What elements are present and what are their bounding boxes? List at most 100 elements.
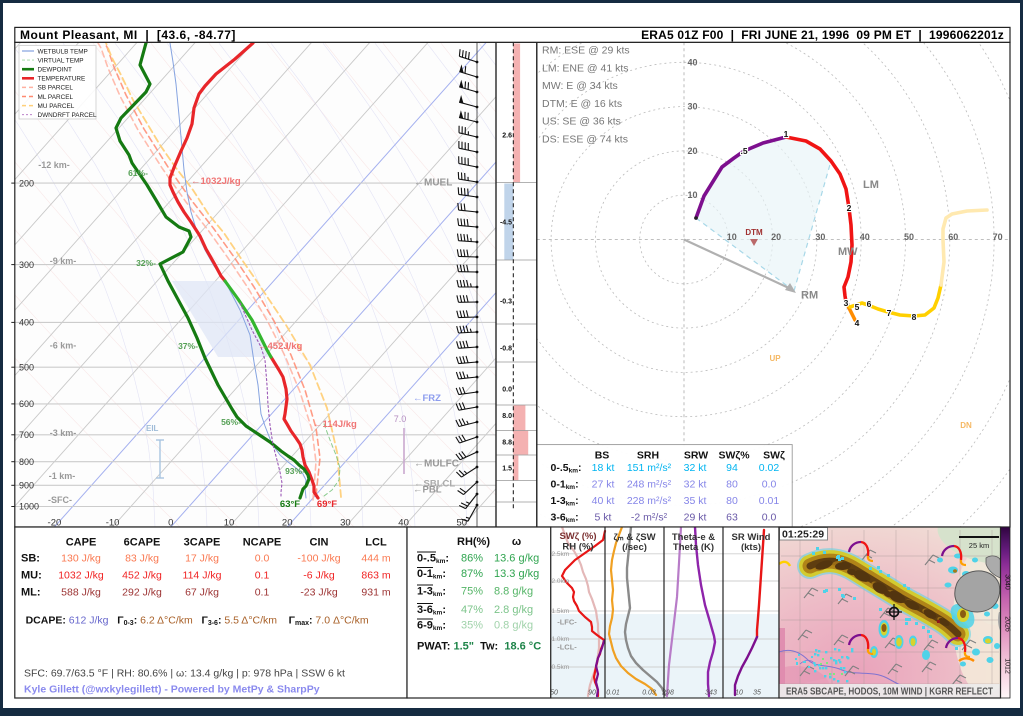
svg-text:87%: 87% — [461, 568, 483, 580]
svg-text:-6 J/kg: -6 J/kg — [303, 570, 335, 582]
svg-text:56%-: 56%- — [221, 417, 241, 427]
svg-text:94: 94 — [726, 462, 738, 474]
svg-text:-23 J/kg: -23 J/kg — [300, 587, 338, 599]
svg-text:←MULFC: ←MULFC — [414, 459, 459, 470]
svg-text:LM: ENE @ 41 kts: LM: ENE @ 41 kts — [542, 62, 629, 74]
svg-text:0.01: 0.01 — [606, 690, 620, 697]
svg-text:(kts): (kts) — [741, 542, 761, 553]
svg-text:-9 km-: -9 km- — [50, 256, 77, 266]
svg-text:LM: LM — [863, 179, 879, 191]
svg-text:DN: DN — [960, 421, 972, 430]
svg-text:75%: 75% — [461, 586, 483, 598]
svg-text:2.6: 2.6 — [502, 133, 512, 140]
svg-text:13.6 g/kg: 13.6 g/kg — [494, 553, 539, 565]
svg-text:SWζ: SWζ — [763, 449, 785, 461]
svg-text:30: 30 — [815, 232, 825, 242]
svg-text:2.0km: 2.0km — [552, 578, 570, 585]
svg-text:452 J/kg: 452 J/kg — [122, 570, 162, 582]
svg-text:DWNDRFT PARCEL: DWNDRFT PARCEL — [38, 112, 98, 119]
svg-text:1-3km:: 1-3km: — [417, 586, 446, 599]
svg-text:SB PARCEL: SB PARCEL — [38, 85, 74, 92]
svg-text:6-9km:: 6-9km: — [417, 620, 446, 633]
svg-text:0.1: 0.1 — [255, 570, 270, 582]
svg-text:0.8 g/kg: 0.8 g/kg — [494, 620, 533, 632]
svg-text:3-6km:: 3-6km: — [551, 511, 579, 524]
svg-text:292 J/kg: 292 J/kg — [122, 587, 162, 599]
svg-text:ML:: ML: — [21, 587, 41, 599]
svg-text:6CAPE: 6CAPE — [124, 537, 161, 549]
svg-text:-0.3: -0.3 — [500, 299, 512, 306]
svg-text:←1032J/kg: ←1032J/kg — [191, 176, 241, 187]
svg-text:40: 40 — [688, 57, 698, 67]
svg-text:32 kt: 32 kt — [684, 478, 707, 490]
svg-text:0.03: 0.03 — [642, 690, 656, 697]
svg-text:35 kt: 35 kt — [684, 495, 707, 507]
svg-text:ω: ω — [512, 536, 521, 548]
svg-text:63: 63 — [726, 511, 738, 523]
svg-text:RH(%): RH(%) — [457, 536, 490, 548]
svg-text:-4.5: -4.5 — [500, 220, 512, 227]
svg-text:343: 343 — [705, 690, 717, 697]
svg-text:298: 298 — [661, 690, 674, 697]
svg-text:RM: ESE @ 29 kts: RM: ESE @ 29 kts — [542, 45, 630, 57]
svg-text:UP: UP — [769, 354, 781, 363]
svg-text:3CAPE: 3CAPE — [184, 537, 221, 549]
svg-text:228 m²/s²: 228 m²/s² — [627, 495, 672, 507]
svg-text:8.8: 8.8 — [502, 440, 512, 447]
svg-text:ML PARCEL: ML PARCEL — [38, 94, 74, 101]
svg-text:114 J/kg: 114 J/kg — [183, 570, 222, 582]
svg-text:DTM: DTM — [745, 228, 763, 237]
svg-text:DS: ESE @ 74 kts: DS: ESE @ 74 kts — [542, 134, 628, 146]
svg-text:5: 5 — [855, 302, 860, 312]
svg-text:-LCL-: -LCL- — [557, 643, 577, 652]
svg-text:47%: 47% — [461, 604, 483, 616]
svg-text:800: 800 — [19, 457, 34, 467]
svg-text:588 J/kg: 588 J/kg — [61, 587, 101, 599]
svg-text:900: 900 — [19, 481, 34, 491]
svg-text:SRH: SRH — [637, 449, 659, 461]
svg-text:Kyle Gillett (@wxkylegillett): Kyle Gillett (@wxkylegillett) - Powered … — [24, 684, 320, 696]
svg-text:2026: 2026 — [1004, 616, 1011, 632]
svg-text:RM: RM — [801, 290, 818, 302]
svg-text:01:25:29: 01:25:29 — [782, 529, 824, 541]
svg-text:PWAT: 1.5" Tw: 18.6 °C: PWAT: 1.5" Tw: 18.6 °C — [417, 641, 541, 653]
svg-text:29 kt: 29 kt — [684, 511, 707, 523]
svg-text:69°F: 69°F — [317, 499, 337, 510]
svg-text:7.0: 7.0 — [394, 414, 407, 424]
svg-text:67 J/kg: 67 J/kg — [185, 587, 219, 599]
svg-text:3040: 3040 — [1004, 574, 1011, 590]
svg-text:444 m: 444 m — [361, 553, 390, 565]
svg-text:30: 30 — [688, 102, 698, 112]
svg-text:600: 600 — [19, 399, 34, 409]
svg-text:LCL: LCL — [365, 537, 387, 549]
svg-text:1012: 1012 — [1004, 658, 1011, 674]
svg-text:1-3km:: 1-3km: — [551, 495, 579, 508]
svg-text:35: 35 — [753, 690, 761, 697]
svg-text:SB:: SB: — [21, 553, 40, 565]
svg-text:5 kt: 5 kt — [595, 511, 612, 523]
svg-text:863 m: 863 m — [361, 570, 390, 582]
svg-text:0.0: 0.0 — [502, 387, 512, 394]
svg-text:37%-: 37%- — [178, 341, 198, 351]
svg-text:27 kt: 27 kt — [592, 478, 615, 490]
svg-text:50: 50 — [904, 232, 914, 242]
svg-text:-LFC-: -LFC- — [557, 618, 577, 627]
svg-text:61%-: 61%- — [128, 168, 148, 178]
svg-text:20: 20 — [688, 146, 698, 156]
svg-text:13.3 g/kg: 13.3 g/kg — [494, 568, 539, 580]
svg-text:EIL: EIL — [146, 424, 159, 433]
svg-text:60: 60 — [948, 232, 958, 242]
svg-text:32 kt: 32 kt — [684, 462, 707, 474]
svg-text:.5: .5 — [740, 146, 747, 156]
svg-text:ERA5 SBCAPE, HODOS, 10M WIND |: ERA5 SBCAPE, HODOS, 10M WIND | KGRR REFL… — [786, 686, 993, 698]
svg-text:ERA5 01Z F00 | FRI JUNE 21,: ERA5 01Z F00 | FRI JUNE 21, 1996 09 PM E… — [641, 28, 1004, 42]
svg-text:MU PARCEL: MU PARCEL — [38, 103, 75, 110]
svg-text:←114J/kg: ←114J/kg — [313, 419, 357, 430]
svg-text:1: 1 — [784, 129, 789, 139]
svg-text:DTM: E @ 16 kts: DTM: E @ 16 kts — [542, 98, 622, 110]
svg-text:7: 7 — [887, 308, 892, 318]
svg-text:WETBULB TEMP: WETBULB TEMP — [38, 48, 88, 55]
svg-text:200: 200 — [19, 178, 34, 188]
svg-text:←452J/kg: ←452J/kg — [258, 341, 303, 352]
svg-text:151 m²/s²: 151 m²/s² — [627, 462, 672, 474]
